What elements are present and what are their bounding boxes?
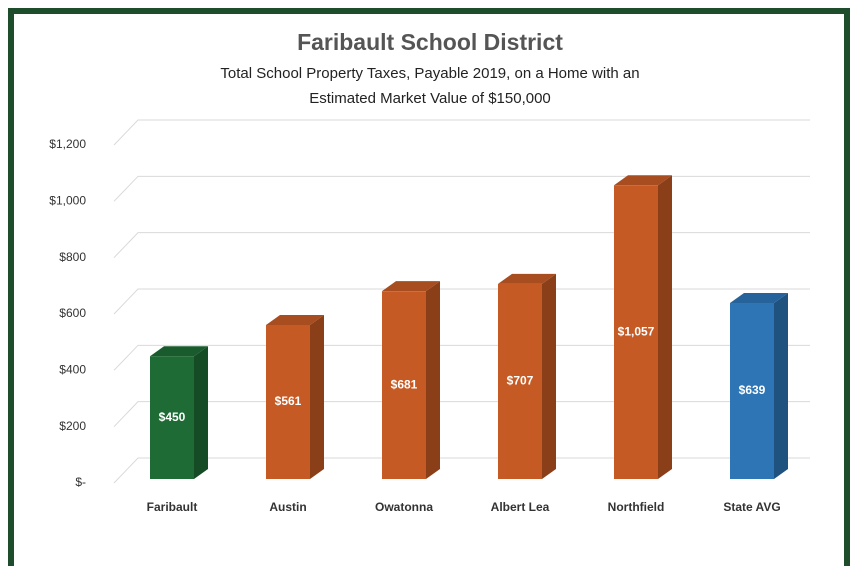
bar-top [150, 346, 208, 357]
bar [150, 356, 194, 479]
chart-subtitle: Total School Property Taxes, Payable 201… [220, 65, 639, 82]
x-tick-label: Owatonna [375, 500, 433, 514]
grid-line [113, 232, 810, 259]
grid-line [113, 344, 810, 371]
bar [266, 324, 310, 479]
frame [8, 8, 850, 566]
data-label: $561 [275, 394, 302, 408]
bar [730, 303, 774, 479]
bar-side [310, 314, 324, 479]
y-tick-label: $800 [59, 250, 86, 264]
bar [382, 291, 426, 479]
bar-top [498, 273, 556, 284]
bar-top [382, 281, 440, 292]
bar-side [426, 281, 440, 479]
x-tick-label: Faribault [147, 500, 198, 514]
bar-top [730, 293, 788, 304]
y-tick-label: $400 [59, 363, 86, 377]
x-tick-label: Albert Lea [491, 500, 550, 514]
data-label: $639 [739, 383, 766, 397]
y-tick-label: $600 [59, 306, 86, 320]
bar [498, 283, 542, 479]
grid-line [113, 175, 810, 202]
y-tick-label: $1,200 [49, 137, 86, 151]
data-label: $707 [507, 374, 534, 388]
data-label: $681 [391, 377, 418, 391]
bar [614, 185, 658, 480]
x-tick-label: Northfield [608, 500, 665, 514]
grid-line [113, 401, 810, 428]
bar-side [658, 175, 672, 480]
x-tick-label: Austin [269, 500, 306, 514]
grid-line [113, 457, 810, 484]
bar-side [774, 293, 788, 479]
y-tick-label: $1,000 [49, 194, 86, 208]
y-tick-label: $- [75, 475, 86, 489]
x-tick-label: State AVG [723, 500, 780, 514]
grid-line [113, 119, 810, 146]
bar-top [614, 175, 672, 186]
data-label: $450 [159, 410, 186, 424]
chart-subtitle: Estimated Market Value of $150,000 [309, 90, 551, 107]
bar-side [542, 273, 556, 479]
data-label: $1,057 [618, 324, 655, 338]
grid-line [113, 288, 810, 315]
y-tick-label: $200 [59, 419, 86, 433]
chart-title: Faribault School District [297, 29, 563, 55]
bar-side [194, 346, 208, 479]
bar-top [266, 314, 324, 325]
